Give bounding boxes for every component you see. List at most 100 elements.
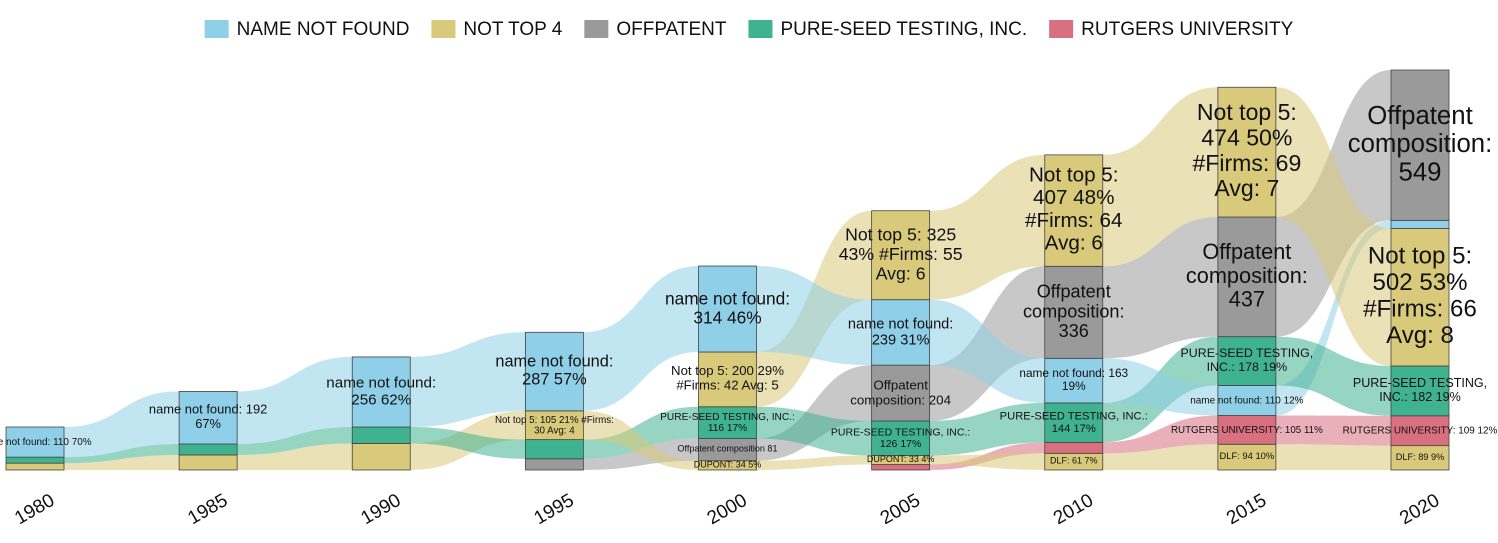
segment-label: Not top 5: 200 29% #Firms: 42 Avg: 5 (671, 364, 784, 394)
x-tick-label: 2000 (704, 490, 751, 529)
label-line: Offpatent composition 81 (678, 444, 778, 454)
segment-label: name not found: 239 31% (848, 316, 953, 348)
legend-swatch (584, 20, 609, 38)
stack-segment (351, 426, 411, 444)
flow (64, 443, 180, 464)
legend-swatch (204, 20, 229, 38)
stack-segment (1044, 357, 1104, 404)
label-line: PURE-SEED TESTING, INC.: (831, 426, 970, 438)
stack-segment (871, 420, 931, 456)
label-line: name not found: 110 70% (0, 437, 92, 448)
segment-label: Not top 5: 105 21% #Firms: 30 Avg: 4 (495, 414, 614, 436)
flow (410, 332, 526, 428)
stack-segment (1217, 216, 1277, 338)
segment-label: Not top 5: 407 48% #Firms: 64 Avg: 6 (1025, 164, 1123, 255)
label-line: Offpatent (1367, 102, 1472, 130)
stack-segment (1390, 69, 1450, 221)
label-line: DLF: 61 7% (1050, 456, 1098, 466)
label-line: name not found: (665, 288, 790, 308)
label-line: Avg: 8 (1386, 322, 1454, 349)
segment-label: Offpatent composition: 336 (1023, 281, 1125, 341)
label-line: Not top 5: 105 21% #Firms: (495, 414, 614, 425)
flow (756, 455, 872, 470)
flow (64, 454, 180, 470)
stack-segment (5, 462, 65, 471)
label-line: name not found: (495, 353, 613, 371)
segment-label: name not found: 192 67% (149, 402, 267, 431)
legend-label: NOT TOP 4 (463, 19, 562, 40)
label-line: name not found: (326, 375, 436, 392)
label-line: 437 (1229, 286, 1265, 311)
label-line: 474 50% (1201, 125, 1292, 151)
flow (583, 266, 699, 411)
flow (583, 406, 699, 459)
label-line: PURE-SEED TESTING, (1181, 346, 1314, 360)
label-line: Not top 5: (1368, 243, 1472, 270)
label-line: composition: 204 (850, 392, 951, 407)
stack-segment (698, 351, 757, 408)
x-tick-label: 2015 (1223, 490, 1270, 529)
legend-swatch (1049, 20, 1074, 38)
label-line: Not top 5: 325 (845, 224, 956, 244)
label-line: Offpatent (1202, 239, 1291, 264)
legend-label: OFFPATENT (616, 19, 727, 40)
label-line: Avg: 6 (876, 263, 926, 283)
flow (410, 427, 526, 459)
flow (1102, 358, 1218, 416)
label-line: Avg: 7 (1214, 175, 1279, 201)
label-line: #Firms: 69 (1192, 150, 1301, 176)
stack-segment (178, 454, 238, 471)
stack-segment (1044, 402, 1104, 443)
flow (237, 443, 353, 470)
segment-label: PURE-SEED TESTING, INC.: 126 17% (831, 426, 970, 450)
segment-label: Offpatent composition: 437 (1186, 239, 1308, 312)
stack-segment (524, 410, 584, 441)
x-tick-label: 2020 (1396, 490, 1443, 529)
x-tick-label: 1995 (531, 490, 578, 529)
label-line: PURE-SEED TESTING, (1353, 376, 1487, 390)
flow (64, 391, 180, 458)
stack-segment (1217, 385, 1277, 416)
segment-label: Not top 5: 502 53% #Firms: 66 Avg: 8 (1363, 243, 1477, 349)
stack-segment (871, 299, 931, 366)
label-line: 126 17% (880, 438, 922, 450)
label-line: DLF: 89 9% (1396, 452, 1445, 462)
legend-swatch (748, 20, 773, 38)
stack-segment (1044, 154, 1104, 267)
label-line: Avg: 6 (1045, 232, 1103, 255)
label-line: Not top 5: (1197, 99, 1297, 125)
segment-label: Not top 5: 474 50% #Firms: 69 Avg: 7 (1192, 99, 1301, 201)
label-line: #Firms: 66 (1363, 296, 1477, 323)
stack-segment (1390, 228, 1450, 367)
legend-label: NAME NOT FOUND (237, 19, 410, 40)
flow (1102, 87, 1218, 267)
stack-segment (178, 391, 238, 445)
flow (583, 410, 699, 470)
label-line: Not top 5: (1029, 164, 1119, 187)
segment-label: name not found: 287 57% (495, 353, 613, 389)
label-line: 502 53% (1373, 269, 1468, 296)
flow (929, 453, 1045, 470)
flow (1102, 415, 1218, 454)
segment-label: PURE-SEED TESTING, INC.: 178 19% (1181, 346, 1314, 374)
flow (1102, 217, 1218, 359)
stack-segment (178, 443, 238, 456)
stack-segment (1044, 441, 1104, 454)
x-tick-label: 2010 (1050, 490, 1097, 529)
segment-label: name not found: 163 19% (1019, 366, 1128, 393)
labels: name not found: 110 70% name not found: 1… (0, 99, 1498, 470)
segment-label: RUTGERS UNIVERSITY: 109 12% (1343, 425, 1498, 436)
flow (929, 299, 1045, 403)
legend-label: PURE-SEED TESTING, INC. (780, 19, 1027, 40)
label-line: 144 17% (1052, 423, 1096, 435)
stack-segment (871, 464, 931, 471)
label-line: Offpatent (1037, 281, 1111, 301)
label-line: DUPONT: 33 4% (867, 454, 935, 464)
label-line: name not found: (848, 316, 953, 332)
flow (1275, 87, 1391, 366)
label-line: composition: (1348, 130, 1493, 158)
segment-label: Offpatent composition 81 (678, 444, 778, 454)
flows (64, 70, 1391, 470)
segment-label: name not found: 314 46% (665, 288, 790, 327)
